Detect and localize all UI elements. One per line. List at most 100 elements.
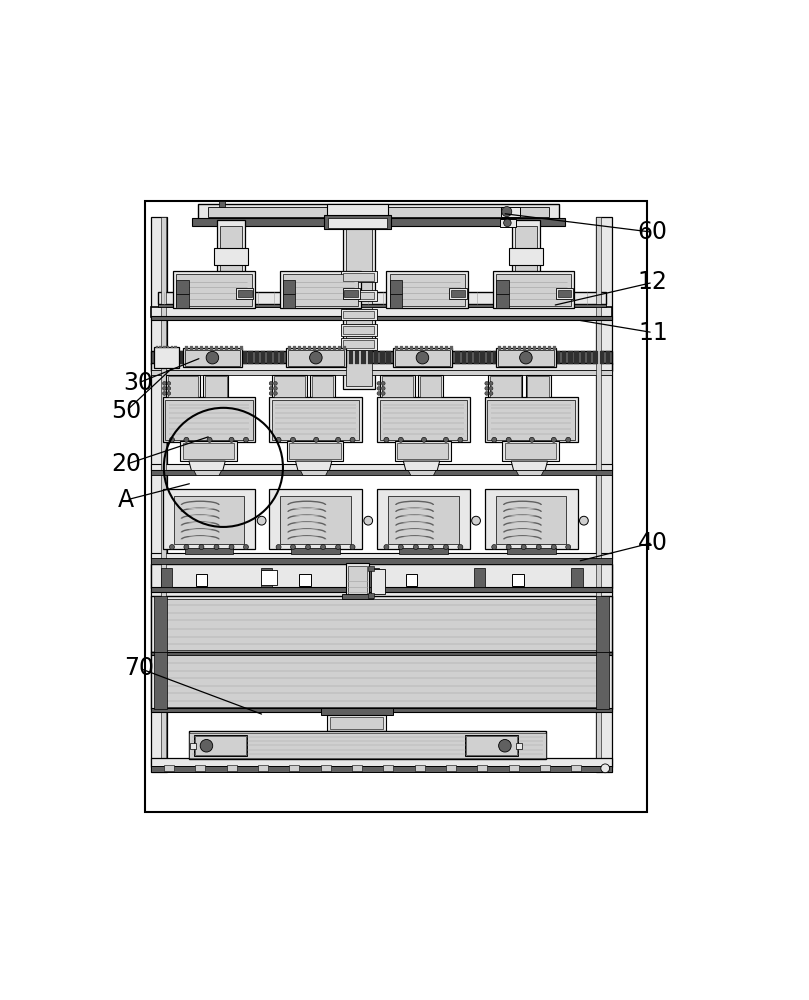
Bar <box>367 568 379 587</box>
Bar <box>219 346 222 350</box>
Bar <box>151 652 612 655</box>
Bar <box>161 568 172 587</box>
Bar <box>261 568 273 587</box>
Circle shape <box>498 739 511 752</box>
Circle shape <box>320 544 325 550</box>
Bar <box>390 280 402 294</box>
Bar <box>437 351 441 364</box>
Bar <box>283 274 358 306</box>
Bar <box>505 443 557 459</box>
Bar <box>272 400 359 440</box>
Bar <box>283 294 295 308</box>
Bar <box>571 568 582 587</box>
Bar <box>203 375 228 398</box>
Polygon shape <box>511 461 548 471</box>
Bar <box>371 569 384 594</box>
Polygon shape <box>516 471 544 476</box>
Bar <box>214 346 218 350</box>
Bar <box>362 351 366 364</box>
Bar <box>496 348 556 367</box>
Bar <box>190 743 197 749</box>
Bar <box>151 652 612 709</box>
Bar <box>464 735 518 756</box>
Circle shape <box>551 544 557 550</box>
Bar <box>188 733 546 758</box>
Bar <box>493 351 498 364</box>
Bar <box>531 351 535 364</box>
Bar <box>409 346 413 350</box>
Bar <box>324 215 392 229</box>
Bar <box>324 351 328 364</box>
Bar <box>462 351 466 364</box>
Circle shape <box>310 351 322 364</box>
Bar <box>568 351 573 364</box>
Bar <box>399 548 448 554</box>
Bar <box>549 351 554 364</box>
Circle shape <box>506 544 511 550</box>
Bar <box>342 220 375 389</box>
Bar <box>280 351 284 364</box>
Bar <box>498 350 554 366</box>
Bar <box>417 351 422 364</box>
Circle shape <box>163 392 167 395</box>
Bar <box>430 346 433 350</box>
Bar <box>205 351 209 364</box>
Circle shape <box>167 387 171 390</box>
Text: 60: 60 <box>637 220 668 244</box>
Bar <box>151 553 612 559</box>
Bar <box>450 346 453 350</box>
Text: A: A <box>118 488 134 512</box>
Bar <box>341 271 377 282</box>
Bar <box>151 564 612 588</box>
Bar <box>274 376 305 397</box>
Bar <box>342 594 373 599</box>
Bar <box>195 736 246 755</box>
Bar <box>155 347 180 368</box>
Circle shape <box>504 219 511 227</box>
Bar <box>468 351 472 364</box>
Bar <box>556 351 560 364</box>
Bar <box>387 351 391 364</box>
Bar <box>474 351 479 364</box>
Bar <box>345 223 372 386</box>
Bar <box>151 363 612 371</box>
Bar <box>198 351 203 364</box>
Bar <box>512 220 540 311</box>
Bar <box>404 346 408 350</box>
Bar <box>445 346 448 350</box>
Bar <box>397 443 448 459</box>
Bar <box>420 346 423 350</box>
Bar <box>303 346 306 350</box>
Bar <box>490 376 520 397</box>
Bar <box>230 351 234 364</box>
Circle shape <box>273 387 277 390</box>
Bar <box>151 587 612 592</box>
Bar <box>498 346 501 350</box>
Polygon shape <box>409 471 436 476</box>
Circle shape <box>257 516 266 525</box>
Bar <box>420 376 441 397</box>
Bar <box>477 765 487 771</box>
Bar <box>163 765 174 771</box>
Bar <box>328 346 331 350</box>
Circle shape <box>184 544 188 550</box>
Circle shape <box>421 437 426 442</box>
Bar <box>424 351 429 364</box>
Polygon shape <box>194 471 222 476</box>
Circle shape <box>398 544 404 550</box>
Bar <box>345 563 370 596</box>
Bar <box>415 765 425 771</box>
Bar <box>211 351 215 364</box>
Bar <box>481 351 485 364</box>
Bar <box>367 351 372 364</box>
Bar <box>581 351 585 364</box>
Text: 30: 30 <box>124 371 154 395</box>
Bar <box>238 290 252 297</box>
Bar <box>248 351 253 364</box>
Bar <box>313 346 316 350</box>
Circle shape <box>565 437 570 442</box>
Circle shape <box>290 437 295 442</box>
Bar <box>587 351 591 364</box>
Bar <box>188 731 546 759</box>
Bar <box>205 346 208 350</box>
